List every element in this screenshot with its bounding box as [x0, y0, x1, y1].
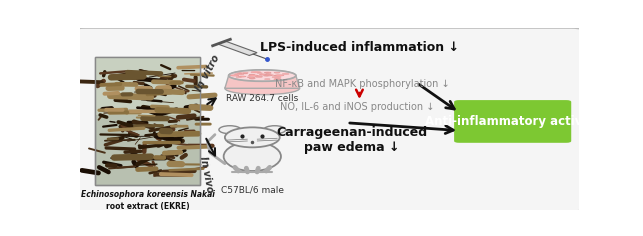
Ellipse shape [274, 79, 281, 80]
Ellipse shape [243, 73, 248, 74]
Ellipse shape [274, 75, 278, 76]
Text: Echinosophora koreensis Nakai: Echinosophora koreensis Nakai [81, 190, 215, 199]
Ellipse shape [275, 75, 284, 76]
Polygon shape [225, 76, 300, 88]
Ellipse shape [248, 77, 255, 78]
Ellipse shape [248, 75, 258, 76]
Ellipse shape [255, 76, 263, 77]
Ellipse shape [239, 76, 246, 77]
Ellipse shape [264, 72, 271, 73]
Ellipse shape [282, 73, 289, 74]
FancyBboxPatch shape [95, 57, 200, 115]
Text: C57BL/6 male: C57BL/6 male [221, 185, 284, 194]
Text: NF-κB and MAPK phosphorylation ↓: NF-κB and MAPK phosphorylation ↓ [275, 79, 449, 89]
FancyBboxPatch shape [71, 27, 586, 212]
Text: In vitro: In vitro [194, 54, 221, 93]
Circle shape [264, 126, 285, 134]
Ellipse shape [249, 78, 255, 79]
Ellipse shape [264, 75, 272, 76]
Ellipse shape [264, 75, 269, 76]
Text: Anti-inflammatory activity: Anti-inflammatory activity [426, 115, 600, 128]
Ellipse shape [249, 78, 255, 79]
Polygon shape [217, 41, 257, 55]
Ellipse shape [225, 82, 300, 95]
Ellipse shape [266, 73, 271, 74]
Ellipse shape [265, 75, 274, 76]
Circle shape [225, 127, 280, 147]
Ellipse shape [249, 74, 255, 75]
Ellipse shape [272, 76, 281, 78]
Ellipse shape [274, 72, 280, 73]
FancyBboxPatch shape [454, 100, 571, 143]
Ellipse shape [264, 79, 270, 80]
Ellipse shape [230, 75, 239, 76]
Text: RAW 264.7 cells: RAW 264.7 cells [226, 94, 298, 103]
Ellipse shape [235, 73, 244, 75]
Ellipse shape [259, 74, 267, 75]
Ellipse shape [275, 79, 281, 80]
Text: LPS-induced inflammation ↓: LPS-induced inflammation ↓ [260, 41, 459, 54]
FancyBboxPatch shape [95, 57, 200, 185]
Ellipse shape [224, 142, 281, 171]
Circle shape [219, 126, 241, 134]
Text: root extract (EKRE): root extract (EKRE) [106, 202, 190, 211]
Ellipse shape [251, 72, 260, 73]
Ellipse shape [255, 76, 262, 77]
Text: Carrageenan-induced
paw edema ↓: Carrageenan-induced paw edema ↓ [276, 126, 428, 154]
Ellipse shape [229, 70, 296, 81]
Text: In vivo: In vivo [198, 156, 215, 194]
Ellipse shape [242, 72, 248, 73]
Text: NO, IL-6 and iNOS production ↓: NO, IL-6 and iNOS production ↓ [280, 102, 434, 112]
